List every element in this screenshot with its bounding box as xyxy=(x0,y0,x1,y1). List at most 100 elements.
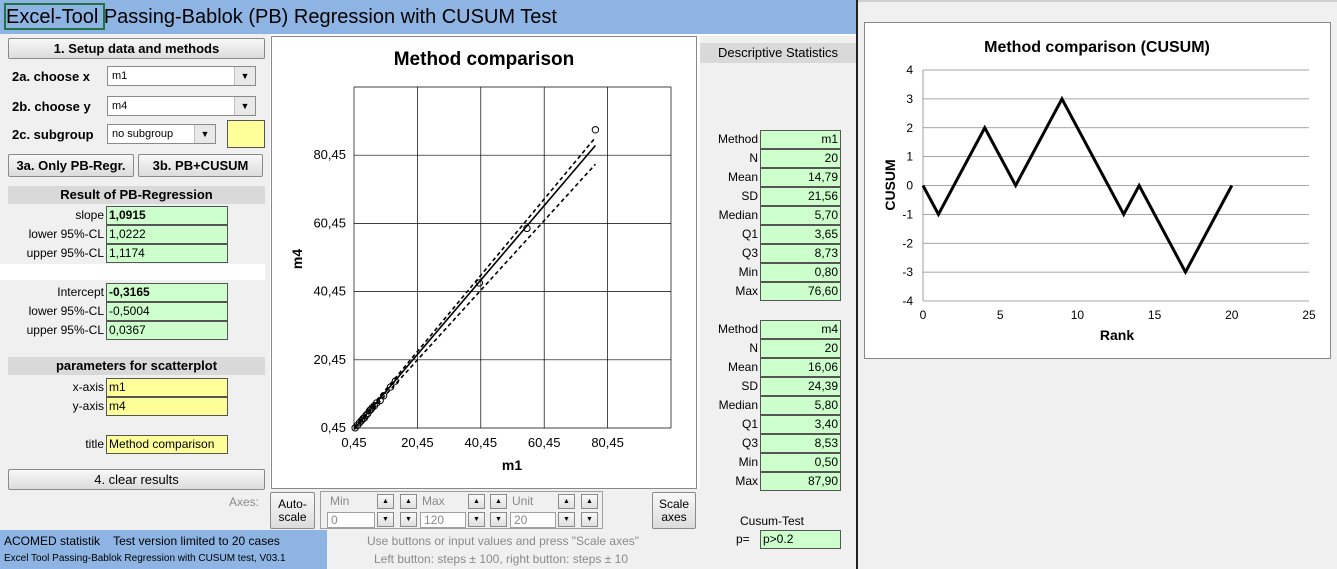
min-step-down-large[interactable]: ▼ xyxy=(377,512,394,527)
max-label: Max xyxy=(422,494,445,508)
cusum-chart-area: Method comparison (CUSUM) Rank CUSUM 4 3 2… xyxy=(864,22,1331,359)
intercept-lower-value: -0,5004 xyxy=(106,302,228,321)
stats-value: 14,79 xyxy=(760,168,841,187)
title-bar xyxy=(0,0,856,34)
choose-x-select[interactable]: m1 ▼ xyxy=(107,66,256,86)
auto-scale-button[interactable]: Auto-scale xyxy=(270,492,315,529)
grid-line xyxy=(858,0,1337,2)
slope-upper-value: 1,1174 xyxy=(106,244,228,263)
arrow-up-icon: ▲ xyxy=(586,498,593,505)
stats-value: 16,06 xyxy=(760,358,841,377)
unit-step-up-large[interactable]: ▲ xyxy=(558,494,575,509)
cusum-y-axis-label: CUSUM xyxy=(882,159,898,210)
unit-step-down-small[interactable]: ▼ xyxy=(581,512,598,527)
subgroup-label: 2c. subgroup xyxy=(12,127,94,142)
stats-label: Q3 xyxy=(741,436,758,450)
title-prefix: Excel-Tool xyxy=(6,6,99,28)
unit-input[interactable]: 20 xyxy=(510,512,556,528)
hint-area xyxy=(327,530,700,569)
only-pb-button[interactable]: 3a. Only PB-Regr. xyxy=(8,154,134,177)
min-step-up-large[interactable]: ▲ xyxy=(377,494,394,509)
max-input[interactable]: 120 xyxy=(420,512,466,528)
max-step-down-small[interactable]: ▼ xyxy=(490,512,507,527)
intercept-value: -0,3165 xyxy=(106,283,228,302)
cusum-x-tick-label: 5 xyxy=(997,308,1004,322)
stats-value: 0,50 xyxy=(760,453,841,472)
min-step-down-small[interactable]: ▼ xyxy=(400,512,417,527)
scatter-x-tick-label: 0,45 xyxy=(341,435,366,450)
min-step-up-small[interactable]: ▲ xyxy=(400,494,417,509)
subgroup-select[interactable]: no subgroup ▼ xyxy=(107,124,216,144)
cusum-test-label: Cusum-Test xyxy=(740,514,805,528)
max-step-up-small[interactable]: ▲ xyxy=(490,494,507,509)
stats-value: 5,80 xyxy=(760,396,841,415)
page-title: Excel-Tool Passing-Bablok (PB) Regressio… xyxy=(6,6,557,29)
arrow-down-icon: ▼ xyxy=(586,516,593,523)
cusum-x-tick-label: 15 xyxy=(1148,308,1162,322)
pb-cusum-button[interactable]: 3b. PB+CUSUM xyxy=(138,154,263,177)
arrow-up-icon: ▲ xyxy=(473,498,480,505)
scatter-x-tick-label: 20,45 xyxy=(401,435,434,450)
scatter-y-tick-label: 20,45 xyxy=(313,352,346,367)
stats-label: Q1 xyxy=(741,417,758,431)
unit-step-up-small[interactable]: ▲ xyxy=(581,494,598,509)
stats-value: 76,60 xyxy=(760,282,841,301)
stats-label: Min xyxy=(738,455,758,469)
p-value: p>0.2 xyxy=(760,530,841,549)
confidence-band-line xyxy=(353,163,596,431)
chevron-down-icon[interactable]: ▼ xyxy=(234,67,255,85)
scatter-x-axis-label: m1 xyxy=(502,457,522,473)
cusum-y-tick-label: -2 xyxy=(902,236,913,250)
arrow-up-icon: ▲ xyxy=(563,498,570,505)
stats-label: SD xyxy=(741,379,758,393)
arrow-down-icon: ▼ xyxy=(563,516,570,523)
scatter-point xyxy=(386,383,395,391)
title-input[interactable]: Method comparison xyxy=(106,435,228,454)
cusum-y-tick-label: -3 xyxy=(902,265,913,279)
clear-results-button[interactable]: 4. clear results xyxy=(8,469,265,490)
stats-label: SD xyxy=(741,189,758,203)
scatter-y-tick-label: 60,45 xyxy=(313,215,346,230)
chevron-down-icon[interactable]: ▼ xyxy=(194,125,215,143)
scatter-point xyxy=(368,404,376,412)
stats-label: Q3 xyxy=(741,246,758,260)
max-step-up-large[interactable]: ▲ xyxy=(468,494,485,509)
title-rest: Passing-Bablok (PB) Regression with CUSU… xyxy=(98,6,557,28)
scatter-chart: Method comparison m1 m4 0,45 20,45 40,45 60… xyxy=(289,49,672,473)
arrow-down-icon: ▼ xyxy=(405,516,412,523)
slope-value: 1,0915 xyxy=(106,206,228,225)
scale-axes-button[interactable]: Scale axes xyxy=(652,492,696,529)
stats-value: 8,53 xyxy=(760,434,841,453)
unit-step-down-large[interactable]: ▼ xyxy=(558,512,575,527)
p-label: p= xyxy=(736,532,750,546)
stats-value: 24,39 xyxy=(760,377,841,396)
selected-cell-outline xyxy=(4,3,105,30)
scatter-y-tick-label: 40,45 xyxy=(313,284,346,299)
yaxis-input[interactable]: m4 xyxy=(106,397,228,416)
scatter-y-tick-label: 0,45 xyxy=(321,420,346,435)
subgroup-input[interactable] xyxy=(227,120,265,148)
arrow-down-icon: ▼ xyxy=(495,516,502,523)
chevron-down-icon[interactable]: ▼ xyxy=(234,97,255,115)
xaxis-input[interactable]: m1 xyxy=(106,378,228,397)
stats-label: Mean xyxy=(727,170,758,184)
footer-banner xyxy=(0,530,327,569)
stats-value: m4 xyxy=(760,320,841,339)
scatter-chart-area: Method comparison m1 m4 0,45 20,45 40,45 60… xyxy=(271,36,697,489)
min-input[interactable]: 0 xyxy=(327,512,375,528)
cusum-y-tick-label: 4 xyxy=(906,63,913,77)
scatter-x-tick-label: 40,45 xyxy=(465,435,498,450)
setup-button[interactable]: 1. Setup data and methods xyxy=(8,38,265,59)
cusum-y-tick-label: 3 xyxy=(906,92,913,106)
choose-y-select[interactable]: m4 ▼ xyxy=(107,96,256,116)
scatter-point xyxy=(376,396,384,405)
max-step-down-large[interactable]: ▼ xyxy=(468,512,485,527)
hint-line-1: Use buttons or input values and press "S… xyxy=(367,534,640,548)
title-label: title xyxy=(85,437,104,451)
unit-label: Unit xyxy=(512,494,534,508)
cusum-chart-title: Method comparison (CUSUM) xyxy=(984,39,1210,56)
arrow-up-icon: ▲ xyxy=(382,498,389,505)
cusum-y-tick-label: -1 xyxy=(902,207,913,221)
cusum-y-tick-label: -4 xyxy=(902,294,913,308)
panel-separator xyxy=(856,0,858,569)
